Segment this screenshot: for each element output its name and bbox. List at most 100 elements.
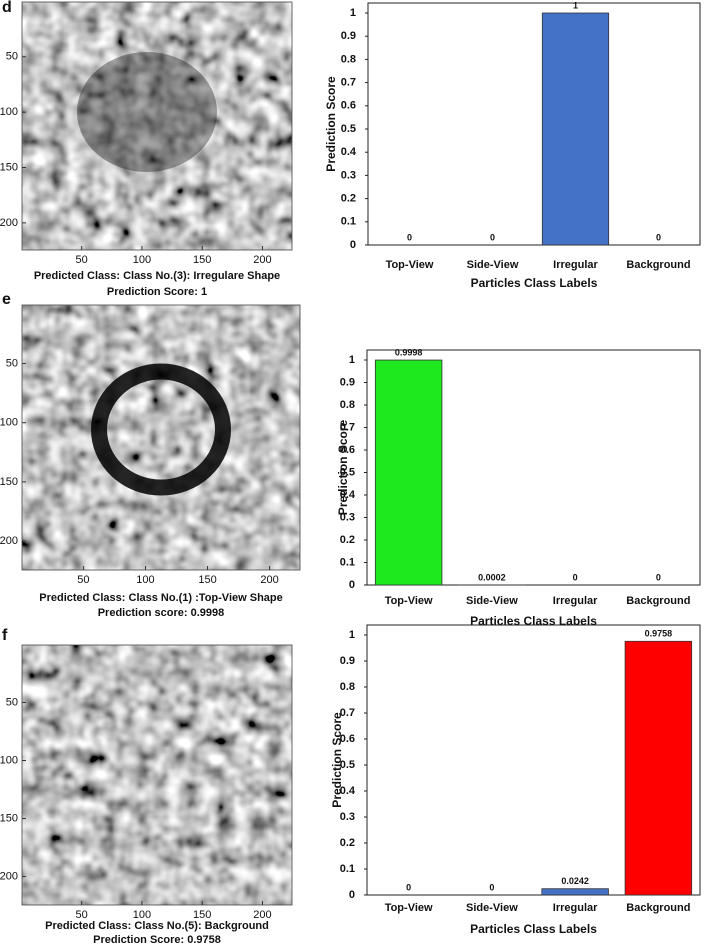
image-frame xyxy=(21,644,293,906)
x-tick-label: Background xyxy=(626,902,690,914)
x-tick-label: Side-View xyxy=(467,259,519,271)
x-tick-label: Top-View xyxy=(386,259,434,271)
y-tick-label: 50 xyxy=(6,357,18,369)
y-tick-label: 0.7 xyxy=(340,707,355,719)
y-tick-label: 0.1 xyxy=(341,216,356,228)
bar xyxy=(374,359,443,586)
value-label: 0 xyxy=(573,572,578,582)
y-tick-label: 0.6 xyxy=(341,100,356,112)
bar xyxy=(624,640,693,896)
x-tick-label: Side-View xyxy=(466,902,518,914)
y-tick-label: 100 xyxy=(0,106,18,118)
y-tick-label: 0.7 xyxy=(341,77,356,89)
value-label: 0.0242 xyxy=(561,876,589,886)
y-tick-label: 0.8 xyxy=(341,53,356,65)
y-tick-label: 0.8 xyxy=(340,681,355,693)
caption: Predicted Class: Class No.(1) :Top-View … xyxy=(39,592,283,604)
y-tick-label: 0.3 xyxy=(340,811,355,823)
caption: Predicted Class: Class No.(3): Irregular… xyxy=(34,270,280,282)
y-tick-label: 0.4 xyxy=(341,146,357,158)
x-tick-label: 200 xyxy=(260,574,278,586)
x-tick-label: Top-View xyxy=(385,595,433,607)
y-tick-label: 0.3 xyxy=(340,511,355,523)
value-label: 0.9998 xyxy=(395,347,423,357)
x-tick-label: 100 xyxy=(133,254,151,266)
value-label: 0 xyxy=(406,882,411,892)
panel-letter: d xyxy=(2,0,12,16)
x-axis-label: Particles Class Labels xyxy=(470,614,597,628)
caption: Prediction score: 0.9998 xyxy=(98,607,225,619)
y-tick-label: 0 xyxy=(349,889,355,901)
micrograph xyxy=(22,2,292,250)
y-tick-label: 100 xyxy=(0,754,18,766)
y-tick-label: 0 xyxy=(350,239,356,251)
bar xyxy=(541,12,610,246)
y-tick-label: 0.4 xyxy=(340,489,356,501)
x-tick-label: Side-View xyxy=(466,595,518,607)
x-tick-label: 150 xyxy=(193,254,211,266)
value-label: 1 xyxy=(573,0,578,10)
panel-letter: e xyxy=(2,291,11,308)
bar xyxy=(541,888,609,896)
y-tick-label: 200 xyxy=(0,217,18,229)
ring xyxy=(91,363,231,496)
y-tick-label: 1 xyxy=(350,7,356,19)
plot-frame xyxy=(366,349,701,586)
x-tick-label: Top-View xyxy=(385,902,433,914)
value-label: 0 xyxy=(656,572,661,582)
y-tick-label: 0.6 xyxy=(340,444,355,456)
x-tick-label: 150 xyxy=(198,574,216,586)
y-tick-label: 1 xyxy=(349,354,355,366)
dark-cluster xyxy=(77,52,217,172)
y-tick-label: 0.4 xyxy=(340,785,356,797)
x-tick-label: 200 xyxy=(253,254,271,266)
y-tick-label: 0.6 xyxy=(340,733,355,745)
y-tick-label: 100 xyxy=(0,417,18,429)
plot-frame xyxy=(367,2,701,246)
y-tick-label: 0.2 xyxy=(340,837,355,849)
value-label: 0.9758 xyxy=(645,629,673,639)
value-label: 0 xyxy=(407,232,412,242)
y-tick-label: 0.1 xyxy=(340,863,355,875)
y-axis-label: Prediction Score xyxy=(336,420,350,516)
y-tick-label: 150 xyxy=(0,812,18,824)
micrograph xyxy=(22,645,292,905)
y-tick-label: 0.9 xyxy=(341,30,356,42)
y-tick-label: 0.9 xyxy=(340,376,355,388)
x-tick-label: 150 xyxy=(193,909,211,921)
y-tick-label: 0.1 xyxy=(340,556,355,568)
y-tick-label: 150 xyxy=(0,476,18,488)
y-tick-label: 50 xyxy=(6,51,18,63)
image-frame xyxy=(21,304,301,571)
micrograph xyxy=(22,305,300,570)
x-tick-label: 100 xyxy=(133,909,151,921)
y-tick-label: 0.7 xyxy=(340,421,355,433)
y-tick-label: 150 xyxy=(0,161,18,173)
x-tick-label: Irregular xyxy=(553,259,598,271)
x-tick-label: 100 xyxy=(136,574,154,586)
panel-letter: f xyxy=(2,627,8,644)
x-tick-label: 50 xyxy=(76,254,88,266)
y-tick-label: 0.2 xyxy=(341,193,356,205)
y-tick-label: 200 xyxy=(0,870,18,882)
x-axis-label: Particles Class Labels xyxy=(470,922,597,936)
x-tick-label: 50 xyxy=(76,909,88,921)
caption: Prediction Score: 0.9758 xyxy=(93,934,221,945)
y-tick-label: 0.5 xyxy=(341,123,356,135)
value-label: 0 xyxy=(490,232,495,242)
caption: Prediction Score: 1 xyxy=(107,286,207,298)
y-axis-label: Prediction Score xyxy=(324,76,338,172)
y-tick-label: 200 xyxy=(0,535,18,547)
image-frame xyxy=(21,1,293,251)
caption: Predicted Class: Class No.(5): Backgroun… xyxy=(45,920,269,932)
y-axis-label: Prediction Score xyxy=(330,712,344,808)
value-label: 0 xyxy=(656,232,661,242)
plot-frame xyxy=(366,624,701,896)
y-tick-label: 0.8 xyxy=(340,399,355,411)
x-tick-label: 50 xyxy=(77,574,89,586)
x-tick-label: 200 xyxy=(253,909,271,921)
x-tick-label: Irregular xyxy=(553,902,598,914)
y-tick-label: 0.5 xyxy=(340,466,355,478)
y-tick-label: 0.3 xyxy=(341,169,356,181)
